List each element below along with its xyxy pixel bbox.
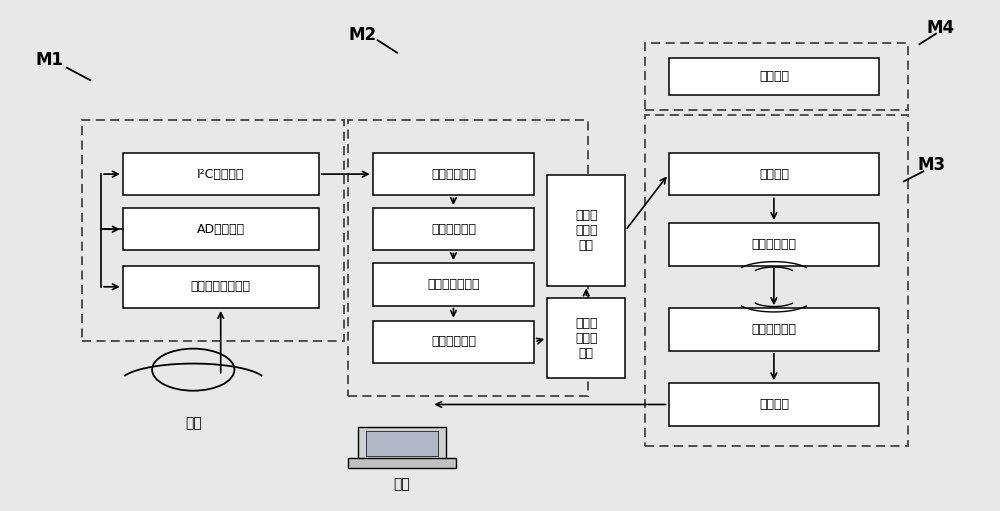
Text: 模拟信号采集电路: 模拟信号采集电路 bbox=[191, 281, 251, 293]
Bar bbox=[348, 120, 588, 396]
Text: 防抖动处理单元: 防抖动处理单元 bbox=[427, 278, 480, 291]
Bar bbox=[373, 263, 534, 306]
Text: 头部: 头部 bbox=[185, 416, 202, 430]
Bar bbox=[348, 458, 456, 468]
Bar bbox=[123, 208, 319, 250]
Bar bbox=[645, 115, 908, 446]
Text: 射频接收电路: 射频接收电路 bbox=[751, 323, 796, 336]
Text: 射频发射电路: 射频发射电路 bbox=[751, 238, 796, 251]
Bar bbox=[669, 223, 879, 266]
Text: M2: M2 bbox=[349, 26, 377, 44]
Text: M1: M1 bbox=[35, 51, 63, 69]
Bar bbox=[366, 431, 438, 456]
Text: 数据转换单元: 数据转换单元 bbox=[431, 223, 476, 236]
Bar bbox=[669, 308, 879, 351]
Text: M3: M3 bbox=[917, 156, 945, 174]
Bar bbox=[373, 153, 534, 195]
Bar bbox=[547, 175, 625, 286]
Bar bbox=[373, 208, 534, 250]
Bar bbox=[669, 383, 879, 426]
Text: M4: M4 bbox=[927, 18, 955, 37]
Text: 电源模块: 电源模块 bbox=[759, 70, 789, 83]
Text: 误差校验单元: 误差校验单元 bbox=[431, 335, 476, 349]
Text: 读取信号单元: 读取信号单元 bbox=[431, 168, 476, 180]
Text: AD转换电路: AD转换电路 bbox=[197, 223, 245, 236]
Bar bbox=[669, 153, 879, 195]
Bar bbox=[82, 120, 344, 341]
Bar bbox=[669, 58, 879, 95]
Bar bbox=[358, 427, 446, 459]
Bar bbox=[547, 298, 625, 378]
Text: 电脑: 电脑 bbox=[394, 477, 410, 492]
Bar bbox=[123, 266, 319, 308]
Bar bbox=[645, 42, 908, 110]
Text: 判断数
据特征
单元: 判断数 据特征 单元 bbox=[575, 317, 597, 360]
Text: 编码电路: 编码电路 bbox=[759, 168, 789, 180]
Text: 译码电路: 译码电路 bbox=[759, 398, 789, 411]
Text: I²C总线接口: I²C总线接口 bbox=[197, 168, 244, 180]
Bar bbox=[123, 153, 319, 195]
Bar bbox=[373, 320, 534, 363]
Text: 输出控
制指令
单元: 输出控 制指令 单元 bbox=[575, 209, 597, 252]
